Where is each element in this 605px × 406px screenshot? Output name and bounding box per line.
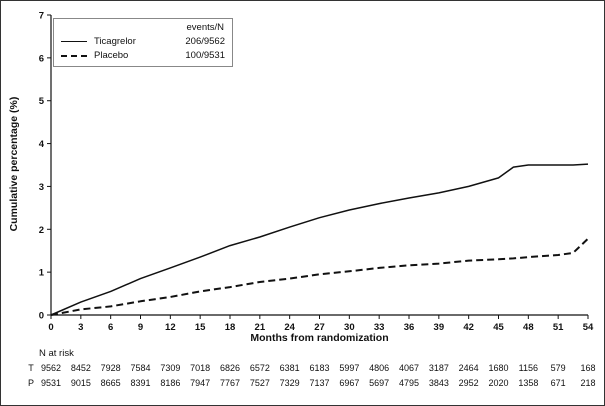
risk-count: 1156 [518, 363, 538, 373]
risk-count: 2464 [458, 363, 479, 373]
risk-count: 5997 [339, 363, 360, 373]
risk-count: 218 [580, 378, 596, 388]
x-tick-label: 15 [195, 322, 206, 333]
y-tick-label: 4 [39, 139, 45, 150]
risk-count: 7767 [219, 378, 241, 388]
risk-count: 6826 [219, 363, 241, 373]
n-at-risk-title: N at risk [39, 348, 74, 359]
risk-count: 7584 [130, 363, 151, 373]
x-tick-label: 27 [314, 322, 325, 333]
x-tick-label: 21 [255, 322, 266, 333]
x-tick-label: 39 [434, 322, 445, 333]
legend-label-placebo: Placebo [94, 50, 129, 61]
x-tick-label: 0 [48, 322, 53, 333]
risk-count: 7928 [100, 363, 121, 373]
risk-count: 1680 [488, 363, 509, 373]
risk-count: 8665 [100, 378, 121, 388]
risk-count: 5697 [369, 378, 390, 388]
risk-count: 579 [550, 363, 566, 373]
x-tick-label: 9 [138, 322, 143, 333]
risk-count: 671 [550, 378, 566, 388]
risk-count: 7137 [309, 378, 330, 388]
risk-count: 2020 [488, 378, 509, 388]
legend-label-ticagrelor: Ticagrelor [94, 36, 136, 47]
risk-count: 9531 [40, 378, 62, 388]
x-tick-label: 45 [493, 322, 504, 333]
x-tick-label: 30 [344, 322, 355, 333]
y-tick-label: 5 [39, 96, 45, 107]
x-tick-label: 24 [284, 322, 295, 333]
legend-item-placebo: Placebo 100/9531 [61, 50, 225, 61]
x-tick-label: 42 [463, 322, 474, 333]
y-tick-label: 1 [39, 268, 45, 279]
risk-count: 6572 [249, 363, 270, 373]
y-tick-label: 0 [39, 311, 44, 322]
risk-row-label-t: T [28, 363, 34, 373]
legend: events/N Ticagrelor 206/9562 Placebo 100… [53, 18, 233, 67]
y-tick-label: 7 [39, 11, 44, 22]
curve-placebo [50, 237, 589, 316]
x-tick-label: 3 [78, 322, 83, 333]
y-tick-label: 6 [39, 53, 44, 64]
risk-count: 3843 [428, 378, 449, 388]
x-tick-label: 51 [553, 322, 564, 333]
risk-count: 7018 [190, 363, 211, 373]
risk-count: 8391 [130, 378, 151, 388]
risk-row-label-p: P [27, 378, 34, 388]
x-tick-label: 6 [108, 322, 113, 333]
legend-item-ticagrelor: Ticagrelor 206/9562 [61, 36, 225, 47]
risk-count: 6967 [339, 378, 360, 388]
legend-value-ticagrelor: 206/9562 [185, 36, 225, 47]
curve-ticagrelor [50, 163, 589, 316]
risk-count: 2952 [458, 378, 479, 388]
x-axis-title: Months from randomization [250, 332, 389, 344]
risk-count: 3187 [428, 363, 449, 373]
risk-count: 4806 [369, 363, 390, 373]
dashed-line-sample-icon [61, 54, 87, 57]
risk-row-ticagrelor: T 9562 8452 7928 7584 7309 7018 6826 6572 6381 61… [1, 363, 604, 375]
x-tick-label: 36 [404, 322, 415, 333]
risk-row-placebo: P 9531 9015 8665 8391 8186 7947 7767 7527 7329 71… [1, 378, 604, 390]
x-tick-label: 33 [374, 322, 385, 333]
x-tick-label: 18 [225, 322, 236, 333]
risk-count: 4795 [398, 378, 420, 388]
y-tick-label: 3 [39, 182, 44, 193]
x-tick-label: 54 [583, 322, 594, 333]
risk-count: 6381 [279, 363, 300, 373]
y-axis-title: Cumulative percentage (%) [8, 96, 20, 232]
risk-count: 9562 [40, 363, 62, 373]
solid-line-sample-icon [61, 41, 87, 42]
x-tick-label: 48 [523, 322, 534, 333]
risk-count: 8452 [70, 363, 91, 373]
y-tick-label: 2 [39, 225, 44, 236]
risk-count: 168 [580, 363, 596, 373]
risk-count: 7527 [249, 378, 270, 388]
risk-count: 1358 [518, 378, 539, 388]
risk-count: 4067 [398, 363, 420, 373]
risk-count: 7329 [279, 378, 300, 388]
risk-count: 9015 [70, 378, 91, 388]
risk-count: 6183 [309, 363, 330, 373]
risk-count: 8186 [160, 378, 181, 388]
risk-count: 7947 [190, 378, 211, 388]
legend-header: events/N [186, 22, 225, 33]
risk-count: 7309 [160, 363, 181, 373]
legend-value-placebo: 100/9531 [185, 50, 225, 61]
x-tick-label: 12 [165, 322, 176, 333]
